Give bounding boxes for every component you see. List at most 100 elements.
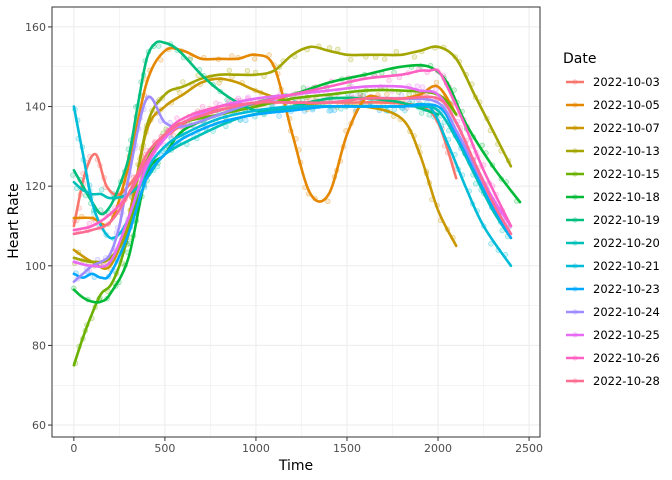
x-tick-label: 1000 (242, 442, 270, 455)
x-tick-label: 500 (154, 442, 175, 455)
axes: 0 500 1000 1500 2000 2500 60 80 100 120 140 160 (25, 21, 543, 455)
data-point (170, 132, 176, 139)
legend-key-point (572, 125, 578, 131)
data-point (229, 53, 235, 59)
panel-border (51, 6, 541, 438)
data-point (156, 43, 162, 49)
legend-key-point (572, 240, 578, 246)
legend-item: 2022-10-28 (566, 374, 660, 388)
legend-item: 2022-10-13 (566, 144, 660, 158)
data-point (226, 67, 233, 74)
legend-label: 2022-10-19 (593, 213, 660, 227)
y-tick-label: 160 (25, 21, 46, 34)
legend-item: 2022-10-15 (566, 167, 660, 181)
data-point (398, 92, 405, 98)
legend-item: 2022-10-26 (566, 351, 660, 365)
panel-background (52, 7, 540, 437)
plot-panel (52, 7, 540, 437)
data-point (414, 83, 421, 89)
legend-label: 2022-10-15 (593, 167, 660, 181)
legend-label: 2022-10-18 (593, 190, 660, 204)
y-tick-label: 80 (32, 339, 46, 352)
legend-label: 2022-10-23 (593, 282, 660, 296)
legend: Date 2022-10-03 2022-10-05 2022-10-07 2022-… (563, 51, 660, 388)
legend-item: 2022-10-25 (566, 328, 660, 342)
legend-item: 2022-10-21 (566, 259, 660, 273)
series-line-2022-10-19 (72, 40, 440, 216)
x-tick-label: 2000 (424, 442, 452, 455)
data-point (187, 55, 194, 61)
data-point (382, 56, 388, 62)
legend-label: 2022-10-28 (593, 374, 660, 388)
data-point (213, 100, 219, 106)
y-tick-label: 60 (32, 419, 46, 432)
legend-key-point (572, 263, 578, 269)
legend-key-point (572, 217, 578, 223)
data-point (348, 56, 354, 63)
series-line-2022-10-23 (72, 103, 513, 280)
legend-item: 2022-10-18 (566, 190, 660, 204)
data-point (326, 108, 332, 114)
series-line-2022-10-24 (72, 95, 513, 283)
legend-label: 2022-10-26 (593, 351, 660, 365)
data-point (180, 79, 186, 85)
data-point (391, 106, 397, 113)
data-point (325, 198, 331, 205)
data-point (276, 113, 282, 119)
legend-key-point (572, 378, 578, 384)
legend-item: 2022-10-24 (566, 305, 660, 319)
data-point (216, 80, 222, 86)
data-point (386, 77, 392, 84)
data-point (98, 187, 105, 193)
smoothed-lines (72, 40, 522, 367)
legend-label: 2022-10-13 (593, 144, 660, 158)
legend-key-point (572, 148, 578, 154)
x-tick-label: 1500 (333, 442, 361, 455)
legend-label: 2022-10-07 (593, 121, 660, 135)
y-tick-label: 140 (25, 101, 46, 114)
legend-label: 2022-10-05 (593, 98, 660, 112)
x-axis-title: Time (278, 458, 313, 474)
legend-key-point (572, 286, 578, 292)
legend-label: 2022-10-25 (593, 328, 660, 342)
data-point (328, 107, 334, 114)
data-point (419, 84, 426, 90)
data-point (251, 56, 258, 62)
data-point (411, 54, 418, 60)
legend-key-point (572, 102, 578, 108)
legend-key-point (572, 332, 578, 338)
series-line-2022-10-28 (72, 95, 513, 236)
x-tick-label: 0 (70, 442, 77, 455)
data-point (199, 103, 206, 110)
data-point (335, 46, 341, 52)
data-point (384, 91, 390, 98)
legend-label: 2022-10-20 (593, 236, 660, 250)
legend-key-point (572, 79, 578, 85)
legend-label: 2022-10-24 (593, 305, 660, 319)
data-point (331, 107, 338, 113)
data-point (244, 67, 251, 74)
legend-label: 2022-10-21 (593, 259, 660, 273)
y-tick-label: 120 (25, 180, 46, 193)
legend-item: 2022-10-19 (566, 213, 660, 227)
data-point (418, 110, 425, 116)
y-tick-label: 100 (25, 260, 46, 273)
data-point (433, 79, 440, 86)
legend-label: 2022-10-03 (593, 75, 660, 89)
data-point (488, 241, 494, 247)
data-point (391, 69, 397, 76)
legend-item: 2022-10-20 (566, 236, 660, 250)
y-axis-title: Heart Rate (6, 183, 22, 259)
panel-frame (51, 6, 541, 438)
data-point (402, 107, 408, 114)
legend-key-point (572, 194, 578, 200)
legend-item: 2022-10-23 (566, 282, 660, 296)
legend-key-point (572, 309, 578, 315)
data-point (243, 117, 249, 124)
series-line-2022-10-21 (72, 102, 513, 268)
grid-lines (52, 7, 540, 437)
legend-key-point (572, 171, 578, 177)
legend-item: 2022-10-07 (566, 121, 660, 135)
series-line-2022-10-13 (72, 45, 513, 264)
